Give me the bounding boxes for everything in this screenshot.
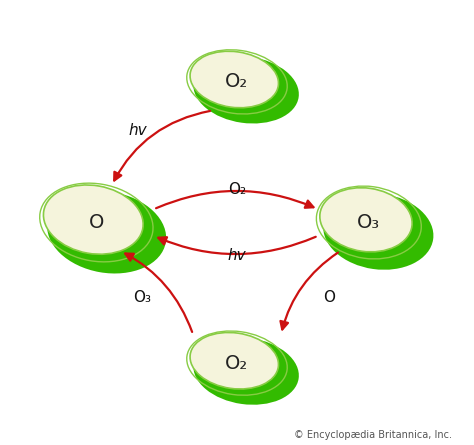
Text: O₃: O₃	[134, 290, 152, 305]
Text: © Encyclopædia Britannica, Inc.: © Encyclopædia Britannica, Inc.	[294, 430, 452, 440]
Ellipse shape	[190, 332, 279, 389]
Ellipse shape	[47, 191, 166, 274]
Text: O₃: O₃	[357, 213, 381, 232]
Text: O₂: O₂	[225, 354, 249, 372]
Ellipse shape	[323, 193, 433, 270]
Ellipse shape	[320, 188, 412, 252]
Ellipse shape	[44, 185, 143, 254]
Text: hv: hv	[228, 248, 246, 263]
Ellipse shape	[193, 337, 299, 405]
Text: O₂: O₂	[225, 73, 249, 91]
Ellipse shape	[193, 56, 299, 124]
Ellipse shape	[190, 51, 279, 108]
Text: O: O	[323, 290, 335, 305]
Text: O₂: O₂	[228, 182, 246, 197]
Text: hv: hv	[129, 123, 147, 138]
Text: O: O	[89, 213, 104, 232]
